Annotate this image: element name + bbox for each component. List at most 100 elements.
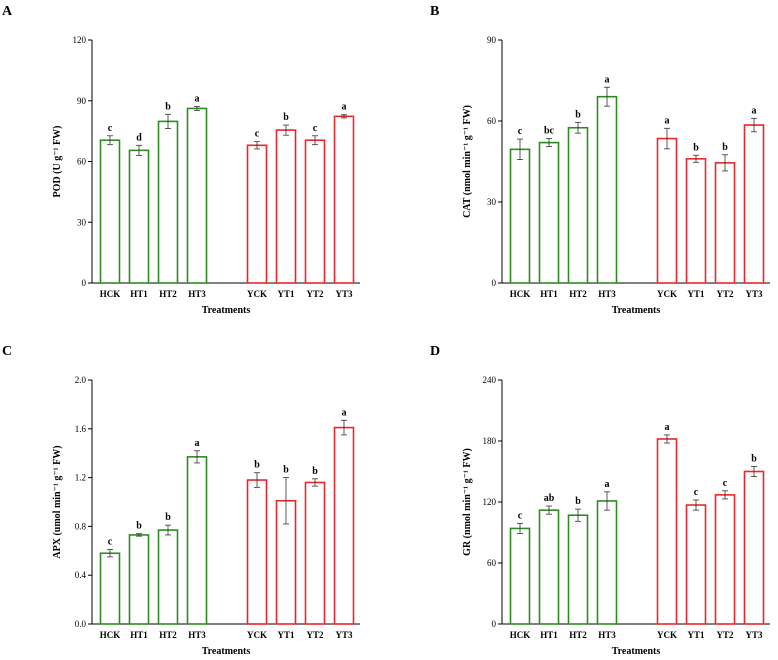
significance-letter: a <box>665 115 670 126</box>
bar-ht3 <box>596 500 618 625</box>
bar-hck <box>509 148 531 284</box>
bar-yt2 <box>714 162 736 284</box>
x-tick-label: HT2 <box>159 630 177 640</box>
panel-c: C 0.0 0.4 0.8 1.2 1.6 2.0 APX (umol min⁻¹ g⁻¹ F… <box>2 344 360 657</box>
bar-yt1 <box>685 504 707 625</box>
x-tick-label: YT3 <box>745 289 763 299</box>
x-tick-label: YT2 <box>306 630 324 640</box>
y-axis-title: POD (U g⁻¹ FW) <box>52 126 63 198</box>
significance-letter: b <box>283 465 289 476</box>
significance-letter: a <box>752 105 757 116</box>
y-tick-label: 30 <box>77 217 87 227</box>
significance-letter: c <box>108 123 113 134</box>
x-tick-label: HCK <box>510 289 531 299</box>
significance-letter: a <box>605 74 610 85</box>
significance-letter: c <box>723 478 728 489</box>
x-tick-label: YT1 <box>277 289 295 299</box>
bar-hck <box>99 139 121 284</box>
x-tick-label: HT1 <box>130 630 148 640</box>
significance-letter: a <box>665 422 670 433</box>
bar-ht1 <box>128 534 150 625</box>
panel-letter: D <box>430 344 440 359</box>
bar-yt3 <box>333 115 355 284</box>
x-tick-label: HT3 <box>598 289 616 299</box>
significance-letter: c <box>313 123 318 134</box>
significance-letter: c <box>108 537 113 548</box>
x-tick-label: HCK <box>510 630 531 640</box>
y-axis-title: APX (umol min⁻¹ g⁻¹ FW) <box>52 445 63 558</box>
x-tick-label: HT2 <box>159 289 177 299</box>
bar-ht2 <box>567 126 589 284</box>
bar-yt1 <box>275 129 297 284</box>
significance-letter: b <box>165 512 171 523</box>
x-tick-label: YT1 <box>277 630 295 640</box>
x-tick-label: YCK <box>657 630 677 640</box>
x-tick-label: HCK <box>100 630 121 640</box>
bar-ht3 <box>186 456 208 625</box>
bar-ht3 <box>596 95 618 284</box>
bar-ht1 <box>128 149 150 284</box>
bar-yt3 <box>743 124 765 284</box>
x-tick-label: HT3 <box>188 289 206 299</box>
panel-letter: A <box>2 4 13 19</box>
y-axis-title: GR (nmol min⁻¹ g⁻¹ FW) <box>462 448 473 556</box>
significance-letter: b <box>575 496 581 507</box>
significance-letter: bc <box>544 126 555 137</box>
significance-letter: c <box>694 487 699 498</box>
y-tick-label: 0 <box>82 278 87 288</box>
significance-letter: b <box>165 101 171 112</box>
y-tick-label: 0.0 <box>75 619 87 629</box>
x-tick-label: YT3 <box>335 630 353 640</box>
x-tick-label: YT1 <box>687 630 705 640</box>
significance-letter: b <box>722 142 728 153</box>
x-tick-label: YCK <box>657 289 677 299</box>
panel-a: A 0 30 60 90 120 POD (U g⁻¹ FW) Treatments c HCK d… <box>2 4 360 316</box>
x-tick-label: HT3 <box>188 630 206 640</box>
x-axis-title: Treatments <box>612 646 661 657</box>
panel-d: D 0 60 120 180 240 GR (nmol min⁻¹ g⁻¹ FW) Treat… <box>430 344 770 657</box>
bar-yck <box>656 438 678 625</box>
x-tick-label: HT2 <box>569 630 587 640</box>
bar-yt3 <box>333 426 355 625</box>
bar-ht3 <box>186 107 208 284</box>
bar-yt1 <box>685 158 707 284</box>
x-axis-title: Treatments <box>202 305 251 316</box>
bar-ht1 <box>538 509 560 625</box>
y-tick-label: 60 <box>487 116 497 126</box>
bar-yt2 <box>304 481 326 625</box>
significance-letter: c <box>518 126 523 137</box>
significance-letter: b <box>283 112 289 123</box>
x-tick-label: HCK <box>100 289 121 299</box>
bar-hck <box>99 552 121 625</box>
panel-letter: B <box>430 4 439 19</box>
bar-yt3 <box>743 470 765 625</box>
significance-letter: c <box>255 129 260 140</box>
y-tick-label: 120 <box>483 497 497 507</box>
y-tick-label: 2.0 <box>75 375 87 385</box>
x-tick-label: HT2 <box>569 289 587 299</box>
x-tick-label: YT2 <box>716 289 734 299</box>
significance-letter: b <box>693 142 699 153</box>
bar-yck <box>246 144 268 284</box>
y-axis-title: CAT (nmol min⁻¹ g⁻¹ FW) <box>462 105 473 218</box>
y-tick-label: 30 <box>487 197 497 207</box>
x-axis-title: Treatments <box>612 305 661 316</box>
significance-letter: d <box>136 132 142 143</box>
bar-yck <box>656 137 678 284</box>
panel-letter: C <box>2 344 12 359</box>
y-tick-label: 1.2 <box>75 473 86 483</box>
significance-letter: a <box>342 102 347 113</box>
panel-b: B 0 30 60 90 CAT (nmol min⁻¹ g⁻¹ FW) Treatment… <box>430 4 770 316</box>
x-tick-label: YT2 <box>716 630 734 640</box>
y-tick-label: 240 <box>483 375 497 385</box>
significance-letter: a <box>605 479 610 490</box>
significance-letter: b <box>312 466 318 477</box>
x-tick-label: YT3 <box>745 630 763 640</box>
x-tick-label: YT2 <box>306 289 324 299</box>
bar-yck <box>246 479 268 625</box>
significance-letter: b <box>136 521 142 532</box>
x-tick-label: HT1 <box>130 289 148 299</box>
significance-letter: b <box>254 460 260 471</box>
y-tick-label: 90 <box>77 96 87 106</box>
